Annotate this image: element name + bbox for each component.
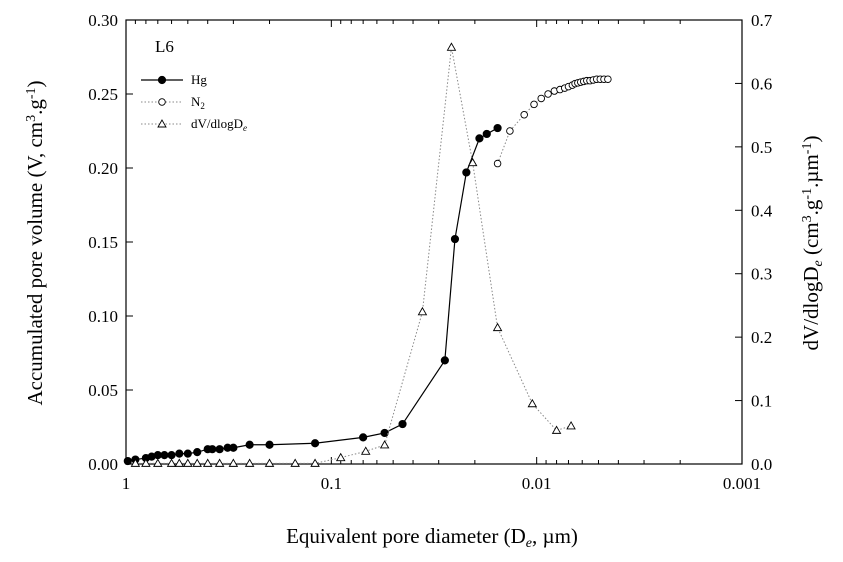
y-right-tick-label: 0.7 — [751, 11, 773, 30]
y-right-tick-label: 0.6 — [751, 74, 772, 93]
data-point-n2 — [537, 94, 545, 103]
y-left-axis-label: Accumulated pore volume (V, cm3.g-1) — [23, 80, 47, 405]
series-layer — [123, 42, 612, 467]
data-point-dv-dlogde — [290, 458, 300, 467]
legend-marker-dv-dlogde — [157, 119, 167, 128]
x-axis-label: Equivalent pore diameter (De, µm) — [286, 524, 578, 551]
data-point-dv-dlogde — [360, 446, 371, 455]
data-point-dv-dlogde — [335, 452, 346, 462]
legend-marker-n2 — [158, 98, 166, 106]
data-point-dv-dlogde — [183, 458, 193, 467]
y-left-tick-label: 0.05 — [88, 381, 118, 400]
data-point-dv-dlogde — [417, 306, 428, 316]
data-point-hg — [440, 356, 449, 365]
series-line-hg — [127, 127, 498, 462]
data-point-hg — [245, 440, 254, 449]
y-right-tick-label: 0.1 — [751, 392, 772, 411]
x-tick-label: 0.001 — [723, 474, 761, 493]
data-point-n2 — [493, 159, 502, 168]
data-point-dv-dlogde — [492, 322, 503, 332]
labels-layer: L6 Equivalent pore diameter (De, µm) Acc… — [23, 37, 826, 551]
data-point-hg — [450, 234, 460, 244]
data-point-hg — [398, 419, 407, 429]
x-tick-label: 1 — [122, 474, 131, 493]
y-right-axis-label: dV/dlogDe (cm3.g-1.µm-1) — [799, 136, 826, 351]
data-point-n2 — [520, 110, 528, 119]
data-point-dv-dlogde — [174, 458, 185, 467]
data-point-n2 — [506, 127, 514, 135]
data-point-hg — [208, 445, 217, 454]
data-point-hg — [380, 428, 389, 438]
data-point-hg — [183, 449, 192, 458]
data-point-hg — [265, 440, 274, 449]
y-left-tick-label: 0.15 — [88, 233, 118, 252]
y-right-tick-label: 0.4 — [751, 201, 773, 220]
data-point-dv-dlogde — [192, 458, 202, 467]
data-point-dv-dlogde — [153, 458, 163, 467]
data-point-hg — [175, 449, 184, 458]
data-point-hg — [475, 134, 484, 143]
data-point-dv-dlogde — [244, 458, 255, 467]
data-point-hg — [359, 433, 368, 442]
data-point-hg — [193, 448, 202, 457]
data-point-hg — [160, 451, 169, 460]
y-right-tick-label: 0.2 — [751, 328, 772, 347]
data-point-dv-dlogde — [166, 458, 177, 467]
legend: Hg N2 dV/dlogDe — [141, 72, 247, 133]
data-point-n2 — [544, 90, 552, 98]
legend-label-hg: Hg — [191, 72, 207, 87]
series-n2 — [493, 75, 612, 168]
y-right-tick-label: 0.5 — [751, 138, 772, 157]
data-point-hg — [229, 443, 238, 452]
data-point-dv-dlogde — [551, 425, 562, 434]
data-point-dv-dlogde — [527, 398, 538, 408]
plot-frame — [125, 19, 743, 465]
data-point-n2 — [604, 75, 612, 83]
y-left-tick-label: 0.30 — [88, 11, 118, 30]
data-point-n2 — [530, 100, 538, 109]
legend-label-dv-dlogde: dV/dlogDe — [191, 116, 247, 133]
series-dv-dlogde — [130, 42, 576, 467]
data-point-hg — [123, 456, 132, 466]
data-point-dv-dlogde — [141, 458, 151, 467]
data-point-dv-dlogde — [310, 458, 320, 467]
data-point-hg — [493, 123, 502, 133]
data-point-hg — [462, 168, 471, 177]
legend-marker-hg — [157, 75, 167, 85]
data-point-dv-dlogde — [467, 157, 478, 167]
y-right-tick-label: 0.0 — [751, 455, 772, 474]
y-left-tick-label: 0.20 — [88, 159, 118, 178]
x-tick-label: 0.01 — [522, 474, 552, 493]
data-point-hg — [215, 445, 224, 454]
legend-label-n2: N2 — [191, 94, 205, 111]
data-point-dv-dlogde — [228, 458, 239, 467]
data-point-dv-dlogde — [130, 458, 141, 467]
data-point-hg — [482, 129, 491, 139]
y-right-tick-label: 0.3 — [751, 265, 772, 284]
data-point-dv-dlogde — [202, 458, 213, 467]
data-point-dv-dlogde — [379, 440, 390, 449]
axes-layer: 1 0.1 0.01 0.001 0.00 0.05 0.10 0.15 0.20 0.25 0.3… — [88, 11, 773, 493]
chart-title: L6 — [155, 37, 174, 56]
y-left-tick-label: 0.00 — [88, 455, 118, 474]
y-left-tick-label: 0.25 — [88, 85, 118, 104]
data-point-dv-dlogde — [446, 42, 457, 51]
data-point-hg — [310, 439, 320, 448]
y-left-tick-label: 0.10 — [88, 307, 118, 326]
data-point-dv-dlogde — [566, 421, 576, 430]
data-point-dv-dlogde — [214, 458, 225, 467]
data-point-hg — [167, 451, 176, 460]
series-hg — [123, 123, 502, 466]
data-point-dv-dlogde — [264, 458, 275, 467]
x-tick-label: 0.1 — [321, 474, 342, 493]
